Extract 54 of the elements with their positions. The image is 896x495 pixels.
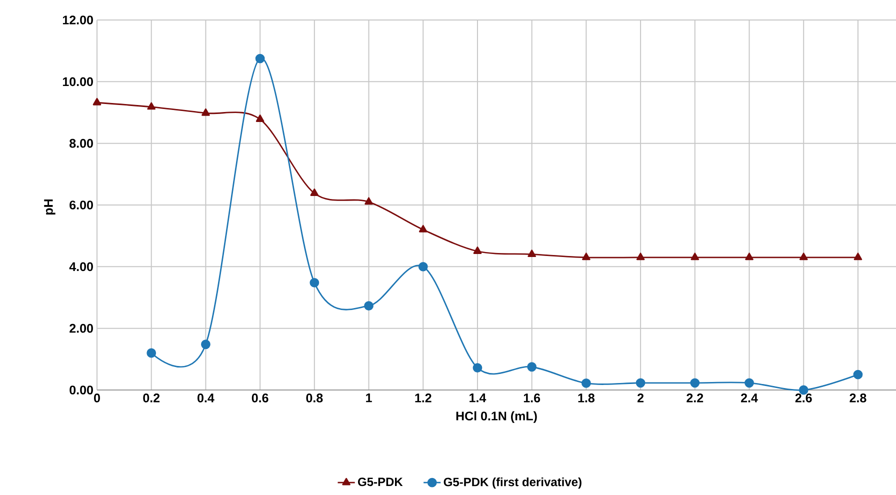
point xyxy=(636,252,645,260)
x-tick-label: 1 xyxy=(366,394,372,402)
point xyxy=(636,378,646,388)
y-axis-title: pH xyxy=(44,200,56,214)
point xyxy=(310,188,319,196)
point xyxy=(854,252,862,260)
y-tick-label: 10.00 xyxy=(62,77,93,86)
legend-label: G5-PDK (first derivative) xyxy=(444,477,582,489)
point xyxy=(799,252,808,260)
point xyxy=(92,98,102,106)
x-tick-label: 1.2 xyxy=(415,394,432,402)
point xyxy=(255,54,265,64)
y-tick-label: 2.00 xyxy=(70,324,93,333)
point xyxy=(147,102,156,110)
point xyxy=(364,197,373,205)
point xyxy=(418,262,428,272)
y-tick-label: 8.00 xyxy=(70,138,93,148)
x-tick-label: 0 xyxy=(94,394,100,402)
point xyxy=(581,378,591,388)
legend-label: G5-PDK xyxy=(358,478,403,486)
x-tick-label: 2.8 xyxy=(850,394,866,402)
x-tick-label: 0.6 xyxy=(252,394,268,402)
point xyxy=(528,250,536,258)
point xyxy=(201,340,210,350)
point xyxy=(690,378,700,388)
point xyxy=(256,114,264,122)
point xyxy=(202,108,210,116)
x-tick-label: 0.2 xyxy=(143,394,160,402)
x-tick-label: 0.4 xyxy=(198,394,214,402)
x-tick-label: 1.6 xyxy=(524,394,540,402)
x-axis-title: HCl 0.1N (mL) xyxy=(456,411,537,423)
x-tick-label: 1.8 xyxy=(578,394,594,402)
point xyxy=(582,252,590,260)
point xyxy=(527,362,537,372)
point xyxy=(310,278,320,288)
y-tick-label: 6.00 xyxy=(70,200,93,210)
x-tick-label: 0.8 xyxy=(306,394,323,402)
point xyxy=(472,363,482,372)
y-tick-label: 12.00 xyxy=(62,16,93,24)
point xyxy=(418,224,428,232)
x-tick-label: 2 xyxy=(638,394,644,402)
y-tick-label: 4.00 xyxy=(69,262,93,272)
point xyxy=(364,301,374,311)
y-tick-label: 0.00 xyxy=(70,386,93,394)
point xyxy=(473,246,482,254)
point xyxy=(744,378,754,388)
x-tick-label: 2.2 xyxy=(686,394,704,402)
point xyxy=(745,252,754,260)
point xyxy=(690,252,700,260)
point xyxy=(146,348,156,358)
point xyxy=(853,370,863,380)
x-tick-label: 1.4 xyxy=(470,394,486,402)
x-tick-label: 2.6 xyxy=(795,394,812,402)
x-tick-label: 2.4 xyxy=(741,394,758,402)
